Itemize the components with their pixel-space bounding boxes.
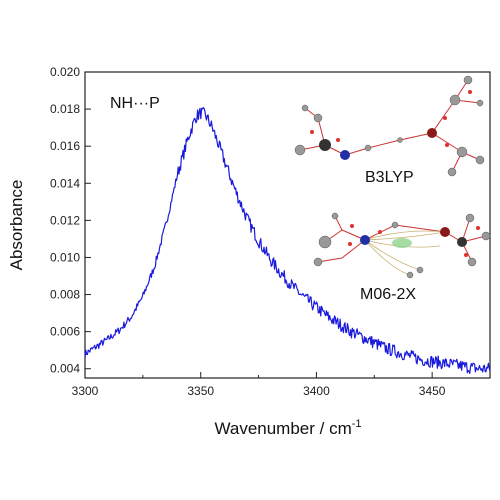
y-tick-label: 0.004 <box>50 362 80 376</box>
y-tick-label: 0.018 <box>50 102 80 116</box>
x-axis-ticks: 3300 3350 3400 3450 <box>72 372 446 398</box>
m062x-label: M06-2X <box>360 286 416 303</box>
x-axis-title-text: Wavenumber / cm <box>214 419 351 438</box>
m062x-molecule-graphic <box>313 212 491 279</box>
plot-frame <box>84 71 491 379</box>
y-tick-label: 0.020 <box>50 65 80 79</box>
y-tick-label: 0.012 <box>50 213 80 227</box>
x-tick-label: 3300 <box>72 384 99 398</box>
x-axis-title-superscript: -1 <box>352 418 362 430</box>
species-label: NH···P <box>110 95 160 112</box>
y-tick-label: 0.008 <box>50 288 80 302</box>
y-tick-label: 0.014 <box>50 176 80 190</box>
x-tick-label: 3350 <box>187 384 214 398</box>
y-tick-label: 0.006 <box>50 325 80 339</box>
x-tick-label: 3400 <box>303 384 330 398</box>
y-tick-label: 0.010 <box>50 250 80 264</box>
x-tick-label: 3450 <box>419 384 446 398</box>
b3lyp-molecule-graphic <box>294 75 485 177</box>
x-axis-title: Wavenumber / cm-1 <box>214 418 361 438</box>
b3lyp-label: B3LYP <box>365 169 414 186</box>
y-axis-ticks: 0.004 0.006 0.008 0.010 0.012 0.014 0.016 0.018… <box>50 65 91 376</box>
y-axis-title: Absorbance <box>7 180 26 271</box>
spectrum-line <box>84 107 491 374</box>
y-tick-label: 0.016 <box>50 139 80 153</box>
